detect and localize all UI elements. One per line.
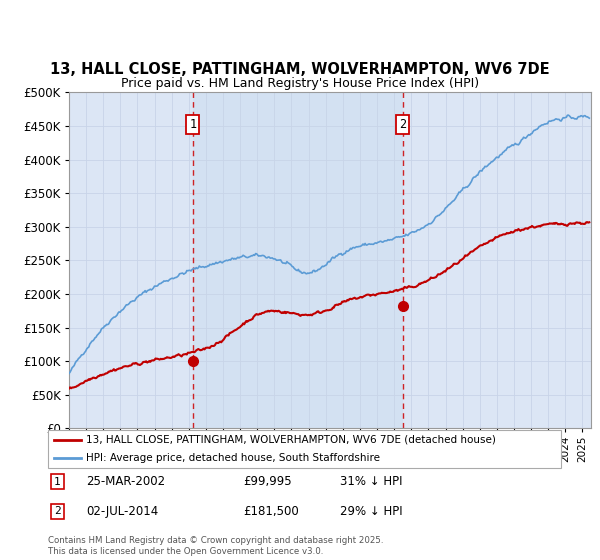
Text: £181,500: £181,500 bbox=[243, 505, 299, 518]
Text: HPI: Average price, detached house, South Staffordshire: HPI: Average price, detached house, Sout… bbox=[86, 453, 380, 463]
Text: Price paid vs. HM Land Registry's House Price Index (HPI): Price paid vs. HM Land Registry's House … bbox=[121, 77, 479, 90]
Text: 1: 1 bbox=[189, 118, 196, 131]
Text: 13, HALL CLOSE, PATTINGHAM, WOLVERHAMPTON, WV6 7DE: 13, HALL CLOSE, PATTINGHAM, WOLVERHAMPTO… bbox=[50, 62, 550, 77]
Text: £99,995: £99,995 bbox=[243, 475, 292, 488]
Text: 2: 2 bbox=[399, 118, 406, 131]
Bar bbox=[193, 92, 403, 428]
Text: 2: 2 bbox=[54, 506, 61, 516]
Text: 1: 1 bbox=[54, 477, 61, 487]
FancyBboxPatch shape bbox=[48, 430, 561, 468]
Text: 13, HALL CLOSE, PATTINGHAM, WOLVERHAMPTON, WV6 7DE (detached house): 13, HALL CLOSE, PATTINGHAM, WOLVERHAMPTO… bbox=[86, 435, 496, 445]
Text: 25-MAR-2002: 25-MAR-2002 bbox=[86, 475, 166, 488]
Text: 31% ↓ HPI: 31% ↓ HPI bbox=[340, 475, 403, 488]
Text: Contains HM Land Registry data © Crown copyright and database right 2025.
This d: Contains HM Land Registry data © Crown c… bbox=[48, 536, 383, 556]
Text: 02-JUL-2014: 02-JUL-2014 bbox=[86, 505, 159, 518]
Text: 29% ↓ HPI: 29% ↓ HPI bbox=[340, 505, 403, 518]
